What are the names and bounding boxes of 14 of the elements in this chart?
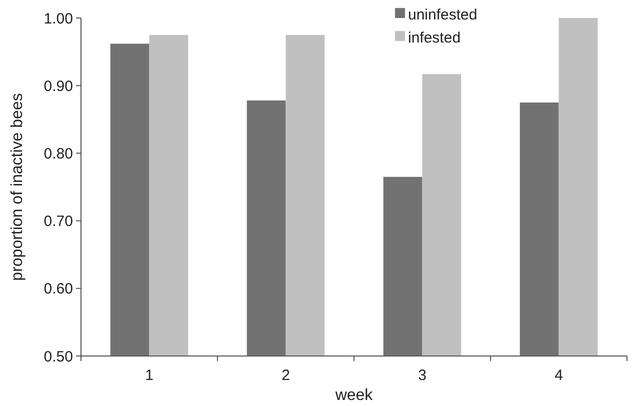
y-tick-label: 0.50 [44,348,73,366]
x-tick-label: 3 [418,367,426,384]
y-axis-title: proportion of inactive bees [9,93,26,281]
legend-label: infested [408,29,461,46]
x-axis-title: week [334,387,374,404]
x-tick-label: 4 [554,367,563,384]
y-tick-label: 0.80 [44,145,73,162]
y-tick-label: 0.60 [44,280,73,298]
x-tick-label: 2 [282,367,290,384]
legend-label: uninfested [408,6,478,24]
x-tick-label: 1 [145,367,154,384]
y-tick-label: 1.00 [44,10,73,28]
y-tick-label: 0.70 [44,213,73,230]
y-tick-label: 0.90 [44,78,73,95]
